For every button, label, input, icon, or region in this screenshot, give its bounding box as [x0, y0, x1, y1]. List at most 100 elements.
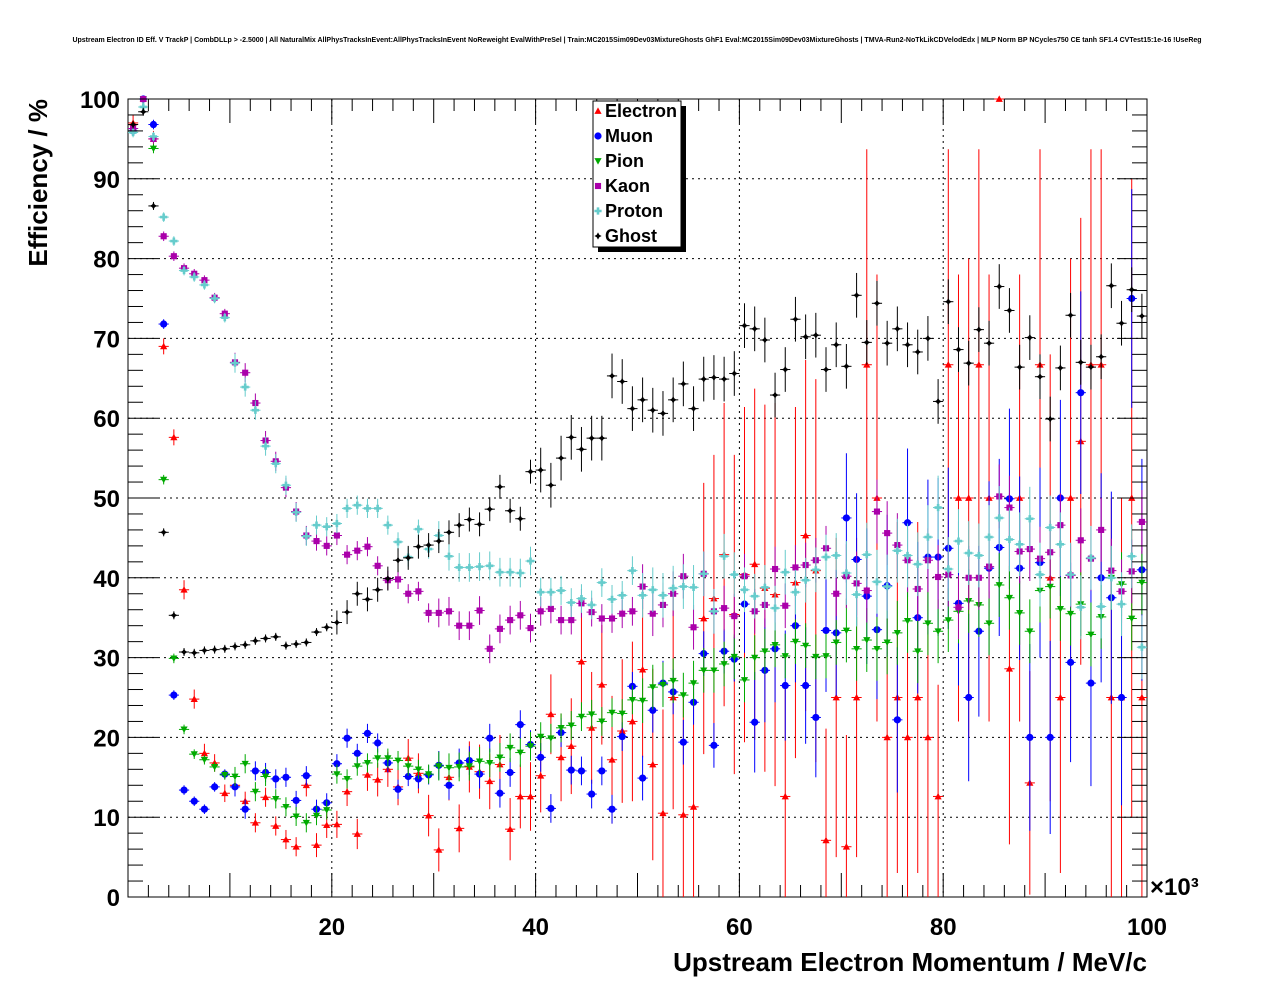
- data-point: [679, 380, 687, 388]
- data-point: [802, 642, 810, 650]
- data-point: [465, 515, 473, 524]
- data-point: [160, 320, 168, 328]
- data-point: [374, 755, 382, 762]
- data-point: [822, 626, 830, 635]
- data-point: [384, 574, 392, 583]
- data-point: [1005, 594, 1014, 602]
- data-point: [170, 611, 178, 619]
- data-point: [577, 445, 586, 453]
- data-point: [669, 396, 677, 404]
- data-point: [547, 735, 555, 742]
- data-point: [669, 677, 677, 685]
- data-point: [772, 565, 779, 573]
- data-point: [282, 481, 290, 489]
- data-point: [679, 582, 687, 591]
- data-point: [1026, 733, 1034, 742]
- data-point: [537, 466, 545, 474]
- data-point: [302, 772, 310, 780]
- data-point: [852, 291, 861, 299]
- data-point: [638, 396, 647, 404]
- data-point: [547, 481, 555, 489]
- data-point: [1087, 631, 1095, 639]
- y-tick-label: 80: [93, 247, 120, 274]
- data-point: [1005, 535, 1014, 544]
- data-point: [608, 709, 616, 717]
- data-point: [955, 604, 962, 611]
- y-tick-label: 50: [93, 486, 120, 513]
- data-point: [200, 749, 209, 757]
- data-point: [170, 237, 178, 245]
- data-point: [883, 582, 891, 591]
- data-point: [333, 618, 341, 627]
- data-point: [221, 645, 229, 653]
- data-point: [883, 733, 891, 741]
- data-point: [231, 783, 239, 791]
- data-point: [516, 569, 524, 577]
- data-point: [486, 505, 494, 513]
- data-point: [547, 588, 555, 596]
- legend-label-electron: Electron: [605, 101, 677, 121]
- data-point: [700, 375, 708, 383]
- data-point: [486, 562, 494, 570]
- data-point: [312, 628, 321, 636]
- data-point: [302, 532, 310, 540]
- data-point: [944, 617, 952, 624]
- data-point: [292, 508, 300, 516]
- data-point: [751, 325, 759, 333]
- data-point: [445, 608, 453, 615]
- x-tick-label: 100: [1127, 914, 1167, 941]
- data-point: [598, 681, 606, 688]
- data-point: [598, 767, 606, 775]
- data-point: [924, 334, 932, 342]
- data-point: [425, 541, 433, 549]
- data-point: [1077, 537, 1084, 544]
- data-point: [863, 637, 871, 644]
- data-point: [475, 563, 484, 571]
- data-point: [588, 601, 596, 609]
- data-point: [558, 617, 565, 624]
- y-tick-label: 90: [93, 167, 120, 194]
- data-point: [241, 760, 249, 768]
- data-point: [649, 706, 657, 714]
- data-point: [170, 433, 178, 441]
- data-point: [343, 504, 351, 512]
- axis-ticks: 0 10 20 30 40 50 60 70 80 90 100 20 40 60 80 100: [80, 87, 1167, 941]
- data-point: [710, 607, 718, 615]
- data-point: [618, 591, 626, 599]
- data-point: [884, 530, 891, 537]
- data-point: [1056, 693, 1064, 701]
- data-point: [588, 434, 596, 442]
- data-point: [241, 383, 249, 391]
- data-point: [129, 120, 137, 129]
- data-point: [740, 677, 749, 684]
- data-point: [261, 634, 270, 643]
- data-point: [129, 128, 137, 137]
- data-point: [445, 528, 453, 536]
- data-point: [1005, 306, 1014, 315]
- data-point: [598, 434, 606, 442]
- data-point: [903, 618, 912, 625]
- data-point: [802, 681, 810, 690]
- data-point: [781, 568, 789, 576]
- data-point: [1066, 658, 1075, 666]
- data-point: [363, 729, 372, 738]
- data-point: [282, 773, 290, 781]
- data-point: [679, 692, 687, 699]
- data-point: [1046, 583, 1054, 591]
- data-point: [822, 365, 830, 374]
- data-point: [374, 776, 382, 783]
- data-points: [128, 95, 1147, 897]
- data-point: [669, 584, 677, 592]
- data-point: [180, 648, 188, 656]
- legend-marker-ghost: [594, 232, 602, 240]
- series-ghost: [128, 107, 1147, 657]
- data-point: [1016, 540, 1024, 548]
- data-point: [689, 803, 698, 810]
- data-point: [954, 494, 963, 501]
- x-tick-label: 60: [726, 914, 753, 941]
- data-point: [842, 514, 850, 522]
- data-point: [791, 315, 800, 323]
- data-point: [730, 369, 738, 378]
- data-point: [333, 820, 341, 828]
- data-point: [425, 771, 433, 778]
